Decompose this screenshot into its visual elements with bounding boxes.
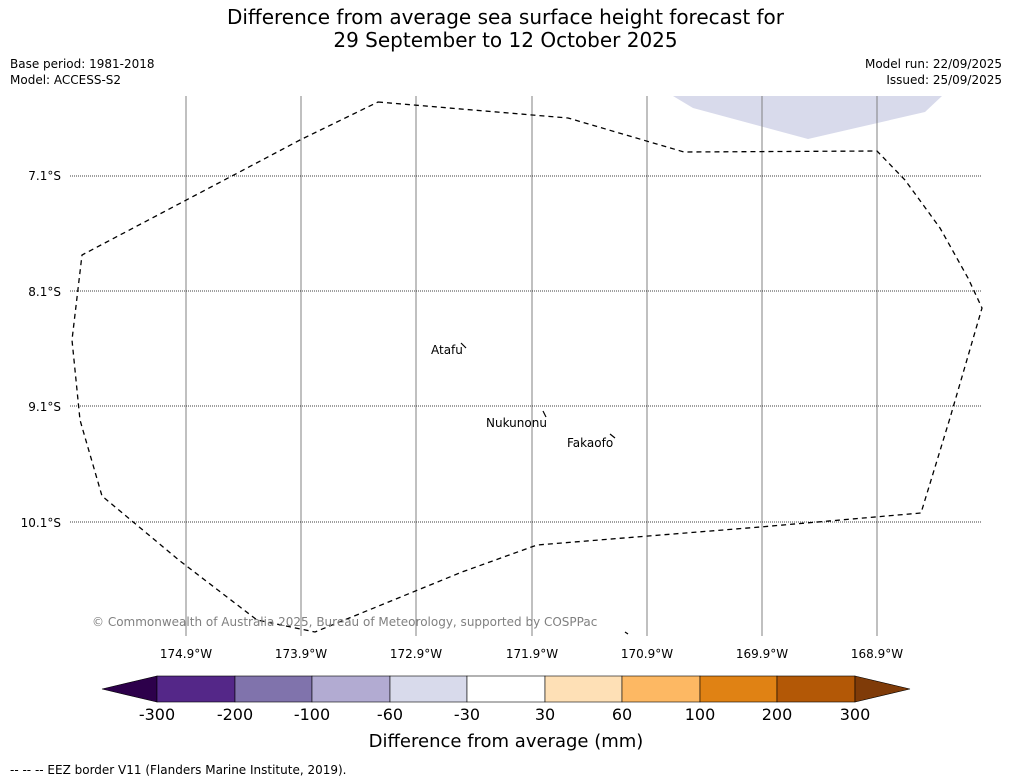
lon-label: 174.9°W — [160, 647, 212, 661]
lat-label: 10.1°S — [21, 516, 61, 530]
lat-label: 8.1°S — [28, 285, 61, 299]
colorbar-tick: 30 — [535, 705, 555, 724]
colorbar-label: Difference from average (mm) — [369, 731, 644, 752]
lon-label: 172.9°W — [390, 647, 442, 661]
colorbar-segment — [776, 675, 856, 703]
anomaly-patch — [673, 96, 942, 139]
colorbar-tick: -200 — [217, 705, 253, 724]
colorbar-segment — [621, 675, 701, 703]
island-swains-marker — [624, 631, 629, 635]
issued-date: Issued: 25/09/2025 — [886, 73, 1002, 87]
colorbar-segment — [311, 675, 391, 703]
lat-label: 7.1°S — [28, 169, 61, 183]
place-label-atafu: Atafu — [431, 343, 463, 357]
copyright-notice: © Commonwealth of Australia 2025, Bureau… — [92, 615, 597, 629]
colorbar-tick: 100 — [685, 705, 716, 724]
colorbar-segment — [699, 675, 778, 703]
colorbar-extend-low — [101, 675, 158, 703]
colorbar-tick: 300 — [840, 705, 871, 724]
longitude-gridlines — [185, 96, 878, 636]
lon-label: 173.9°W — [275, 647, 327, 661]
colorbar-tick: -300 — [139, 705, 175, 724]
eez-border — [71, 101, 983, 633]
latitude-gridlines — [70, 175, 982, 523]
colorbar-tick: 60 — [612, 705, 632, 724]
lon-label: 168.9°W — [851, 647, 903, 661]
map-title-line1: Difference from average sea surface heig… — [226, 5, 785, 29]
colorbar-tick: -60 — [377, 705, 403, 724]
colorbar-segment — [389, 675, 468, 703]
colorbar-segment — [156, 675, 236, 703]
lat-label: 9.1°S — [28, 400, 61, 414]
lon-label: 169.9°W — [736, 647, 788, 661]
colorbar-extend-high — [854, 675, 911, 703]
colorbar — [101, 675, 911, 703]
colorbar-tick: 200 — [762, 705, 793, 724]
colorbar-segment — [234, 675, 313, 703]
base-period: Base period: 1981-2018 — [10, 57, 155, 71]
place-label-nukunonu: Nukunonu — [486, 416, 547, 430]
place-label-fakaofo: Fakaofo — [567, 436, 613, 450]
colorbar-tick: -100 — [294, 705, 330, 724]
map-title-line2: 29 September to 12 October 2025 — [333, 28, 678, 52]
lon-label: 170.9°W — [621, 647, 673, 661]
model-run: Model run: 22/09/2025 — [864, 57, 1002, 71]
model-name: Model: ACCESS-S2 — [10, 73, 122, 87]
lon-label: 171.9°W — [506, 647, 558, 661]
island-fakaofo — [609, 433, 616, 439]
island-atafu — [460, 342, 467, 349]
colorbar-tick: -30 — [454, 705, 480, 724]
island-nukunonu — [542, 410, 547, 418]
colorbar-segment — [544, 675, 623, 703]
colorbar-segment — [466, 675, 546, 703]
eez-legend: -- -- -- EEZ border V11 (Flanders Marine… — [10, 763, 347, 777]
